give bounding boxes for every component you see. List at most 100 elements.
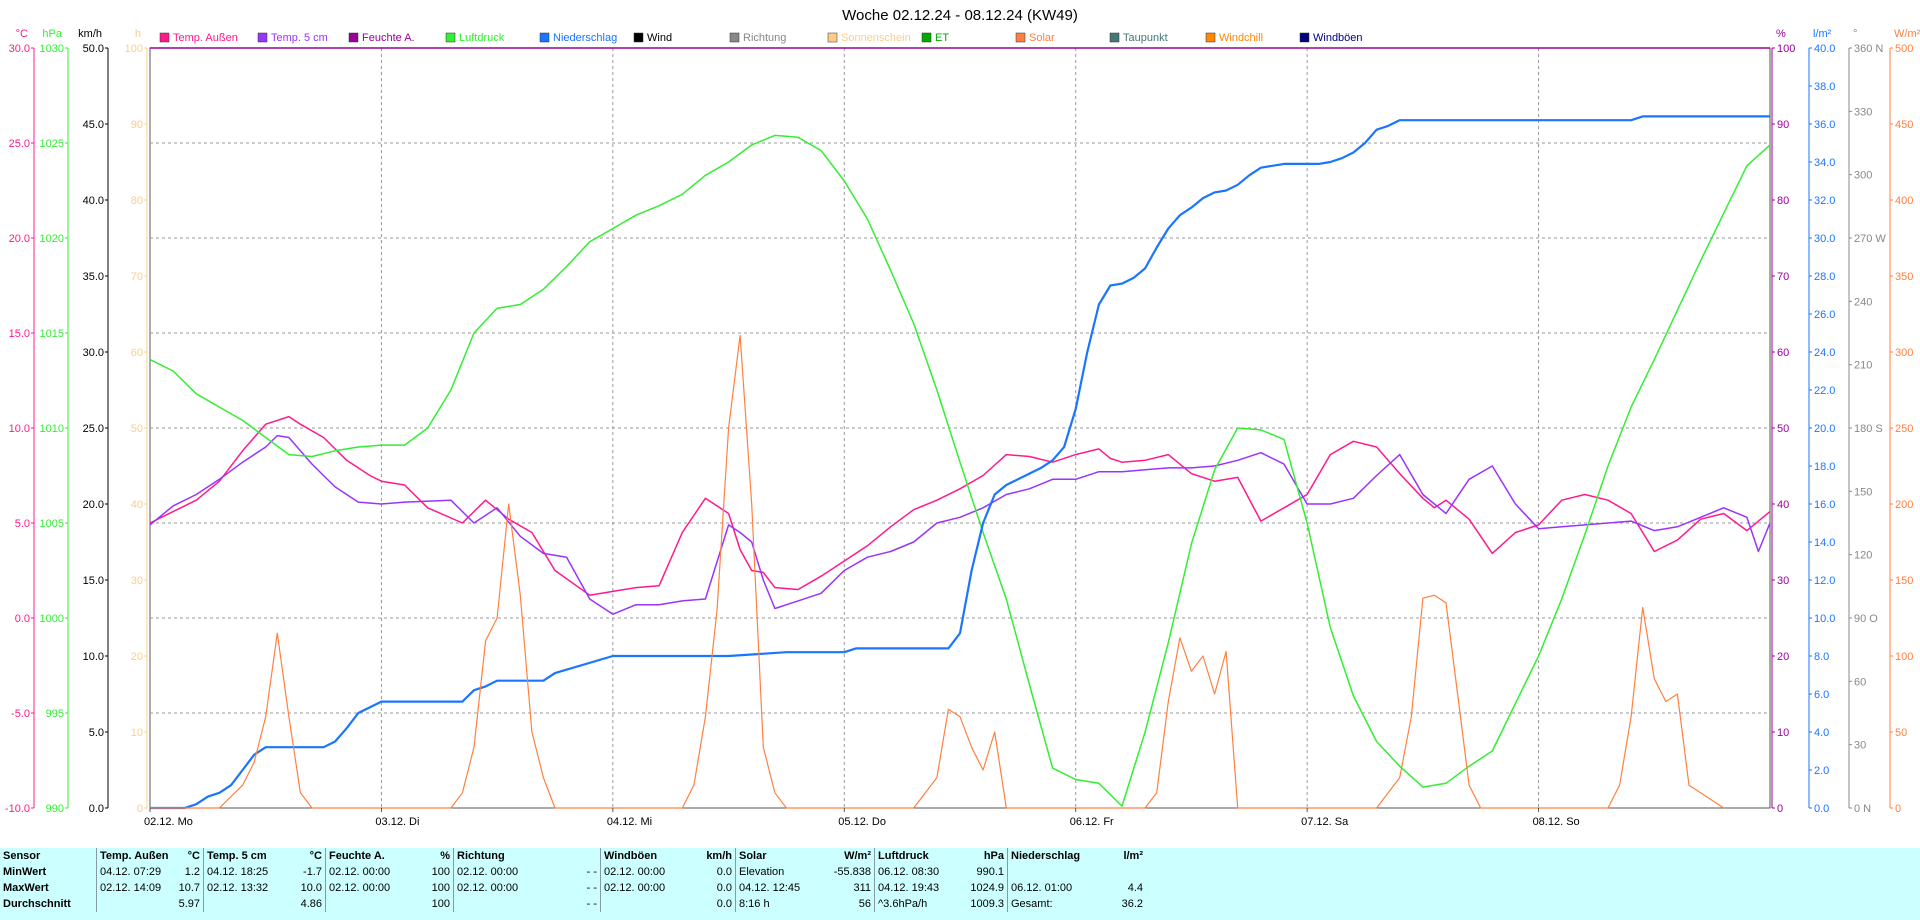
left-axis-tick-label: 1030: [40, 43, 64, 55]
left-axis-tick-label: 10.0: [83, 651, 104, 663]
x-axis-labels: 02.12. Mo 03.12. Di 04.12. Mi 05.12. Do 06.1…: [144, 808, 1580, 828]
left-axis-tick-label: 0: [137, 803, 143, 815]
stats-header-cell: Luftdruck: [874, 848, 965, 864]
left-axis-unit: hPa: [42, 28, 62, 40]
right-axis-tick-label: 120: [1854, 550, 1872, 562]
right-axis-tick-label: 26.0: [1814, 309, 1835, 321]
right-axis-tick-label: 14.0: [1814, 537, 1835, 549]
right-axis-unit: %: [1776, 28, 1786, 40]
right-axis-unit: W/m²: [1894, 28, 1920, 40]
stats-cell: 02.12. 14:09: [96, 880, 173, 896]
right-axis-tick-label: 50: [1777, 423, 1789, 435]
stats-cell: Elevation: [735, 864, 820, 880]
statistics-table: Sensor Temp. Außen °C Temp. 5 cm °C Feuchte A…: [0, 848, 1920, 920]
stats-row-min: MinWert 04.12. 07:29 1.2 04.12. 18:25 -1.7 02…: [0, 864, 1146, 880]
right-axis-unit: l/m²: [1813, 28, 1832, 40]
stats-header-cell: Feuchte A.: [325, 848, 417, 864]
stats-cell: 02.12. 00:00: [325, 880, 417, 896]
stats-header-row: Sensor Temp. Außen °C Temp. 5 cm °C Feuchte A…: [0, 848, 1146, 864]
stats-row-label: Durchschnitt: [3, 898, 71, 910]
legend-swatch: [1299, 32, 1310, 43]
legend-swatch: [729, 32, 740, 43]
stats-header-cell: %: [440, 850, 450, 862]
left-axis-tick-label: 0.0: [89, 803, 104, 815]
stats-cell: 02.12. 00:00: [453, 864, 560, 880]
stats-cell: 04.12. 18:25: [203, 864, 295, 880]
legend: Temp. Außen Temp. 5 cm Feuchte A. Luftdruck…: [159, 32, 1363, 44]
stats-cell: 02.12. 00:00: [600, 864, 689, 880]
right-axis-tick-label: 150: [1895, 575, 1913, 587]
left-axis-tick-label: 45.0: [83, 119, 104, 131]
right-axis-tick-label: 34.0: [1814, 157, 1835, 169]
left-axis-unit: h: [135, 28, 141, 40]
chart-title: Woche 02.12.24 - 08.12.24 (KW49): [842, 7, 1078, 24]
stats-header-cell: km/h: [706, 850, 732, 862]
series: [149, 47, 1771, 810]
stats-header-cell: l/m²: [1123, 850, 1143, 862]
stats-header-cell: W/m²: [844, 850, 871, 862]
stats-header-cell: °C: [309, 850, 322, 862]
left-axis-tick-label: 25.0: [83, 423, 104, 435]
left-axis-tick-label: -10.0: [5, 803, 30, 815]
x-axis-label: 05.12. Do: [838, 816, 886, 828]
weather-chart: Woche 02.12.24 - 08.12.24 (KW49) Temp. A…: [5, 7, 1920, 828]
right-axis-tick-label: 60: [1777, 347, 1789, 359]
stats-cell: 06.12. 01:00: [1007, 880, 1102, 896]
right-axis-tick-label: 210: [1854, 360, 1872, 372]
stats-cell: 04.12. 12:45: [735, 880, 820, 896]
stats-cell: - -: [586, 898, 597, 910]
stats-row-avg: Durchschnitt 5.97 4.86 100 - - 0.0 8:16 h 56 ^3.…: [0, 896, 1146, 912]
series-line-temp-5-cm: [149, 434, 1771, 615]
right-axis-tick-label: 38.0: [1814, 81, 1835, 93]
stats-cell: [203, 896, 295, 912]
x-axis-label: 04.12. Mi: [607, 816, 652, 828]
legend-swatch: [921, 32, 932, 43]
left-axis-tick-label: 35.0: [83, 271, 104, 283]
stats-cell: 1.2: [184, 866, 200, 878]
left-axis-tick-label: 5.0: [15, 518, 30, 530]
stats-cell: 02.12. 00:00: [325, 864, 417, 880]
x-axis-label: 07.12. Sa: [1301, 816, 1349, 828]
right-axis-tick-label: 90: [1777, 119, 1789, 131]
grid: [150, 48, 1770, 808]
left-axis-tick-label: 15.0: [9, 328, 30, 340]
stats-cell: [1007, 864, 1102, 880]
stats-cell: [96, 896, 173, 912]
stats-cell: 36.2: [1121, 898, 1143, 910]
stats-cell: 04.12. 07:29: [96, 864, 173, 880]
left-axis-tick-label: 0.0: [15, 613, 30, 625]
left-axis-tick-label: 50.0: [83, 43, 104, 55]
right-axis-tick-label: 30: [1854, 740, 1866, 752]
series-line-temp-au-en: [149, 415, 1771, 596]
stats-cell: 990.1: [976, 866, 1004, 878]
right-axis-tick-label: 10: [1777, 727, 1789, 739]
legend-label: Solar: [1029, 32, 1055, 44]
left-axis-tick-label: 20.0: [9, 233, 30, 245]
right-axis-tick-label: 24.0: [1814, 347, 1835, 359]
left-axis-tick-label: 1010: [40, 423, 64, 435]
right-axis-tick-label: 70: [1777, 271, 1789, 283]
stats-cell: 4.86: [300, 898, 322, 910]
legend-swatch: [633, 32, 644, 43]
stats-row-label: MinWert: [3, 866, 47, 878]
left-axis-tick-label: 60: [131, 347, 143, 359]
legend-label: Luftdruck: [459, 32, 505, 44]
right-axis-tick-label: 18.0: [1814, 461, 1835, 473]
right-axis-tick-label: 8.0: [1814, 651, 1829, 663]
right-axis-tick-label: 500: [1895, 43, 1913, 55]
series-line-luftdruck: [149, 134, 1771, 807]
stats-header-cell: Temp. 5 cm: [203, 848, 295, 864]
right-axis-tick-label: 22.0: [1814, 385, 1835, 397]
x-axis-label: 03.12. Di: [375, 816, 419, 828]
stats-header-cell: Niederschlag: [1007, 848, 1102, 864]
stats-cell: 10.7: [178, 882, 200, 894]
stats-cell: 0.0: [716, 866, 732, 878]
stats-cell: 02.12. 13:32: [203, 880, 295, 896]
left-axis-tick-label: 30: [131, 575, 143, 587]
series-line-solar: [150, 334, 1725, 809]
stats-header-cell: [560, 848, 601, 864]
right-axis-tick-label: 0: [1777, 803, 1783, 815]
legend-swatch: [1205, 32, 1216, 43]
x-axis-label: 08.12. So: [1533, 816, 1580, 828]
legend-label: Feuchte A.: [362, 32, 415, 44]
